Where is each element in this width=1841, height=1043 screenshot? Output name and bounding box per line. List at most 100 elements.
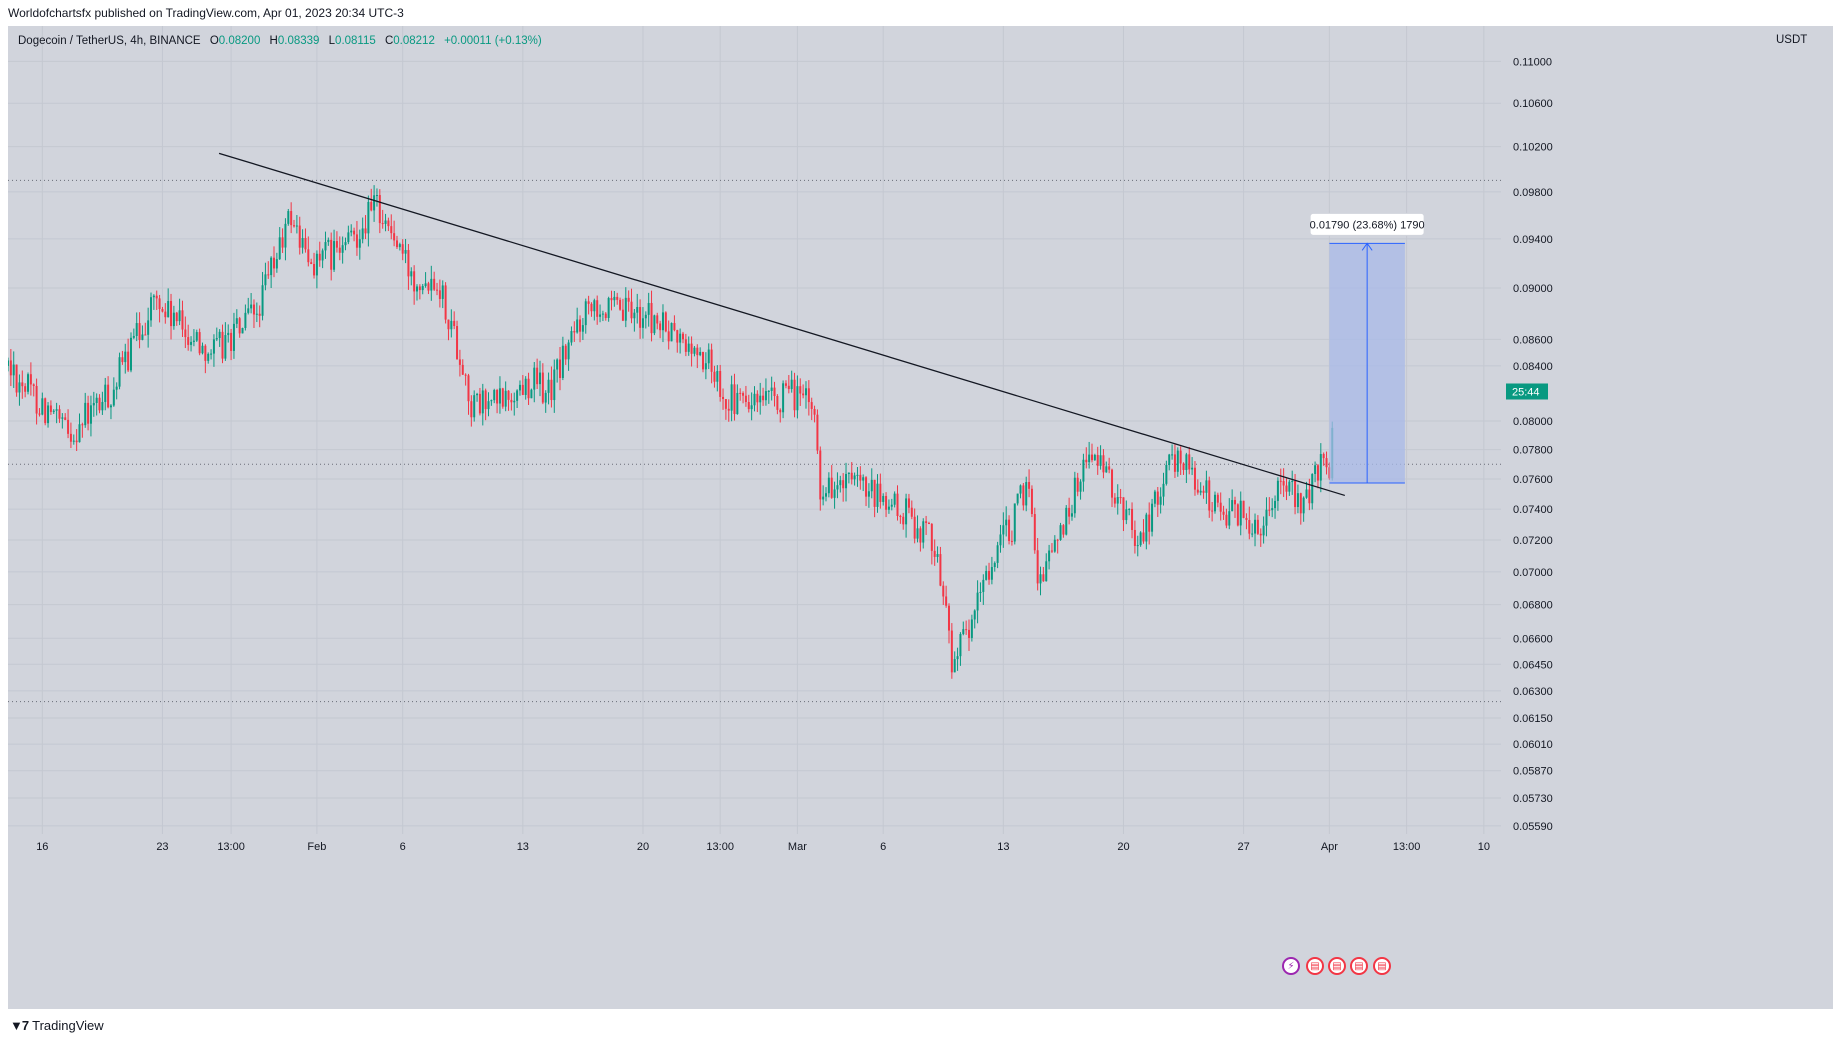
candle-down xyxy=(1248,519,1251,534)
candle-down xyxy=(121,357,124,363)
candle-down xyxy=(127,351,130,371)
candle-down xyxy=(298,225,301,248)
candle-down xyxy=(590,303,593,312)
candle-down xyxy=(690,343,693,354)
candle-up xyxy=(993,562,996,568)
candle-up xyxy=(687,343,690,352)
y-tick-label: 0.07800 xyxy=(1513,445,1553,457)
candle-up xyxy=(1176,450,1179,472)
candle-down xyxy=(942,585,945,597)
candle-down xyxy=(604,313,607,319)
candle-down xyxy=(1068,507,1071,517)
candle-up xyxy=(890,504,893,507)
us-flag-icon[interactable]: ▤ xyxy=(1350,957,1368,975)
candle-down xyxy=(919,528,922,543)
candle-up xyxy=(1082,459,1085,482)
candle-up xyxy=(1228,511,1231,526)
candle-up xyxy=(1205,480,1208,493)
high-value: 0.08339 xyxy=(277,35,320,47)
candle-up xyxy=(52,410,55,412)
candle-down xyxy=(310,262,313,264)
candle-down xyxy=(355,234,358,248)
candle-down xyxy=(501,388,504,407)
countdown-label: 25:44 xyxy=(1512,387,1540,399)
chart-area[interactable]: 0.01790 (23.68%) 1790 0.11000 0.10600 0.10… xyxy=(8,26,1833,1009)
candle-down xyxy=(1131,508,1134,530)
candle-up xyxy=(1271,508,1274,511)
candle-up xyxy=(736,392,739,415)
currency-label[interactable]: USDT xyxy=(1776,34,1808,46)
candle-down xyxy=(49,405,52,412)
candle-up xyxy=(476,393,479,396)
candle-up xyxy=(1168,454,1171,466)
candle-down xyxy=(407,249,410,277)
candle-up xyxy=(1274,500,1277,509)
candle-up xyxy=(704,363,707,370)
candle-down xyxy=(787,385,790,390)
symbol-legend: Dogecoin / TetherUS, 4h, BINANCE O0.0820… xyxy=(18,35,542,47)
candle-up xyxy=(1191,467,1194,470)
candle-up xyxy=(922,521,925,543)
candle-down xyxy=(1325,458,1328,468)
candle-up xyxy=(255,313,258,315)
candle-up xyxy=(796,386,799,411)
candle-down xyxy=(779,409,782,413)
candle-down xyxy=(947,605,950,631)
trendline xyxy=(218,152,1346,497)
candle-down xyxy=(107,384,110,408)
candle-up xyxy=(1165,465,1168,484)
candle-down xyxy=(616,296,619,300)
candle-up xyxy=(1185,454,1188,470)
candle-up xyxy=(1136,545,1139,547)
candle-up xyxy=(1254,519,1257,534)
us-flag-icon[interactable]: ▤ xyxy=(1373,957,1391,975)
candle-up xyxy=(973,610,976,620)
candle-down xyxy=(1282,481,1285,486)
candle-down xyxy=(98,397,101,411)
candle-up xyxy=(493,390,496,401)
candle-up xyxy=(693,347,696,354)
candle-up xyxy=(979,591,982,593)
candle-up xyxy=(135,323,138,336)
candle-up xyxy=(1088,454,1091,463)
candle-down xyxy=(830,477,833,498)
lightning-icon[interactable]: ⚡ xyxy=(1282,957,1300,975)
candle-down xyxy=(170,300,173,327)
candle-up xyxy=(538,372,541,385)
us-flag-icon[interactable]: ▤ xyxy=(1328,957,1346,975)
candle-up xyxy=(327,239,330,243)
tradingview-logo-icon[interactable]: ▼7 xyxy=(10,1018,29,1033)
candle-up xyxy=(1296,493,1299,508)
candle-up xyxy=(172,312,175,327)
candle-down xyxy=(75,440,78,443)
candle-down xyxy=(1133,529,1136,546)
candle-up xyxy=(275,259,278,269)
candle-down xyxy=(536,367,539,385)
candle-up xyxy=(424,283,427,287)
candle-down xyxy=(859,474,862,481)
x-tick-label: 23 xyxy=(156,841,168,853)
candle-down xyxy=(559,359,562,378)
candle-down xyxy=(747,402,750,410)
candle-up xyxy=(218,331,221,339)
candle-up xyxy=(1239,500,1242,526)
candle-down xyxy=(330,239,333,270)
candle-up xyxy=(547,379,550,393)
candle-down xyxy=(161,309,164,312)
y-tick-label: 0.07200 xyxy=(1513,535,1553,547)
footer-brand[interactable]: TradingView xyxy=(32,1018,104,1033)
candle-down xyxy=(1211,510,1214,512)
candle-down xyxy=(756,393,759,403)
candle-down xyxy=(793,379,796,411)
candle-up xyxy=(421,286,424,291)
candle-down xyxy=(21,382,24,387)
candle-down xyxy=(799,386,802,394)
candle-down xyxy=(453,320,456,327)
candle-up xyxy=(315,253,318,276)
open-value: 0.08200 xyxy=(218,35,261,47)
candle-up xyxy=(636,307,639,313)
candle-up xyxy=(601,313,604,315)
candle-down xyxy=(722,396,725,400)
us-flag-icon[interactable]: ▤ xyxy=(1306,957,1324,975)
price-chart-svg[interactable]: 0.01790 (23.68%) 1790 0.11000 0.10600 0.10… xyxy=(8,26,1833,1009)
